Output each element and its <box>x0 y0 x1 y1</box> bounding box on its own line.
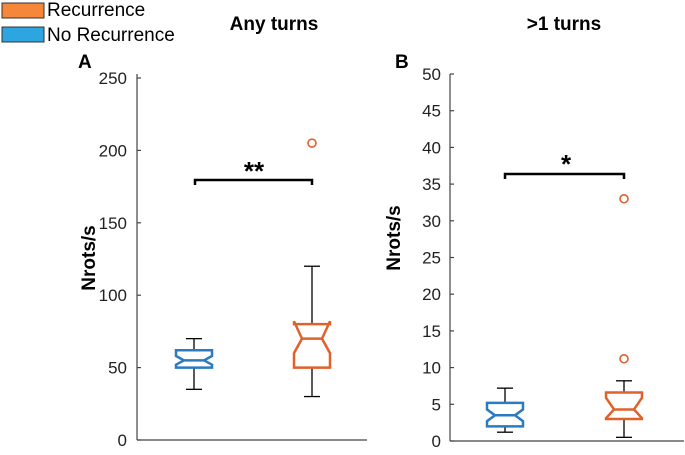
legend-swatch-recurrence <box>1 2 45 19</box>
panel-b-ytick-label: 15 <box>422 322 441 341</box>
panel-b-outlier-recurrence <box>619 193 629 204</box>
panel-a-ylabel: Nrots/s <box>79 225 100 290</box>
panel-b-ytick-label: 10 <box>422 359 441 378</box>
panel-a-box-recurrence <box>292 320 332 369</box>
panel-b-ytick-label: 30 <box>422 212 441 231</box>
panel-a-ticks: 0 50 100 150 200 250 <box>99 69 141 450</box>
panel-b-ylabel: Nrots/s <box>384 205 405 270</box>
panel-b-ytick-label: 40 <box>422 138 441 157</box>
panel-a-significance-bracket <box>193 178 314 185</box>
panel-a: Any turns A Nrots/s 0 50 100 150 200 250 ** <box>78 14 367 450</box>
panel-b-ytick-label: 20 <box>422 285 441 304</box>
panel-a-label: A <box>78 52 92 73</box>
panel-a-ytick-label: 200 <box>99 141 127 160</box>
panel-b-ytick-label: 25 <box>422 249 441 268</box>
panel-a-ytick-label: 150 <box>99 214 127 233</box>
panel-a-box-no-recurrence <box>174 348 214 369</box>
panel-b-ticks: 0 5 10 15 20 25 30 35 40 45 50 <box>422 65 454 451</box>
panel-b-boxes <box>485 193 644 438</box>
panel-b-outlier-recurrence <box>619 353 629 364</box>
panel-b: >1 turns B Nrots/s 05101520253035404550 … <box>384 14 684 451</box>
panel-a-ytick-label: 250 <box>99 69 127 88</box>
panel-b-ytick-label: 45 <box>422 102 441 121</box>
panel-a-title: Any turns <box>230 14 319 35</box>
panel-b-significance: * <box>503 149 626 179</box>
panel-a-significance-label: ** <box>244 156 265 186</box>
panel-a-ytick-label: 50 <box>108 359 127 378</box>
panel-a-ytick-label: 0 <box>118 431 127 450</box>
panel-b-significance-bracket <box>503 172 626 179</box>
legend-swatch-no-recurrence <box>1 26 45 43</box>
panel-b-significance-label: * <box>561 149 572 179</box>
legend: Recurrence No Recurrence <box>1 0 175 46</box>
panel-b-ytick-label: 5 <box>432 395 441 414</box>
panel-a-significance: ** <box>193 156 314 186</box>
legend-label-no-recurrence: No Recurrence <box>47 25 175 46</box>
panel-a-outlier-recurrence <box>307 138 317 148</box>
panel-b-title: >1 turns <box>527 14 601 35</box>
panel-b-ytick-label: 0 <box>432 432 441 451</box>
panel-b-ytick-label: 50 <box>422 65 441 84</box>
panel-b-label: B <box>395 52 409 73</box>
panel-b-ytick-label: 35 <box>422 175 441 194</box>
legend-label-recurrence: Recurrence <box>47 0 145 21</box>
panel-a-ytick-label: 100 <box>99 286 127 305</box>
panel-a-boxes <box>174 138 332 398</box>
panel-b-box-recurrence <box>604 391 644 421</box>
